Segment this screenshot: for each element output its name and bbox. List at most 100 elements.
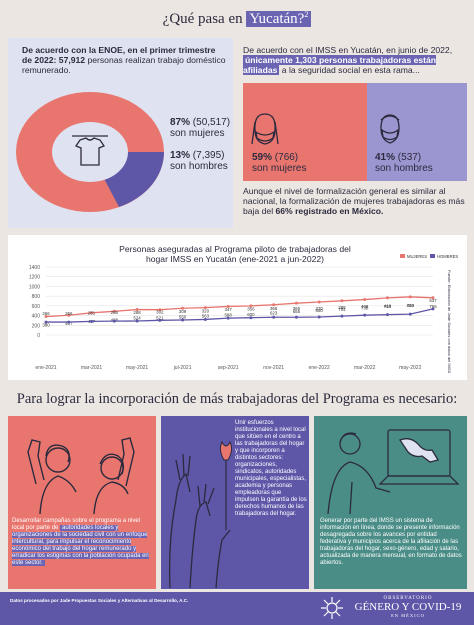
data-point xyxy=(67,320,71,324)
data-point xyxy=(294,315,298,319)
data-point xyxy=(135,308,139,312)
imss-intro-post: a la seguridad social en esta rama... xyxy=(279,65,420,75)
logo-bottom: EN MÉXICO xyxy=(391,613,425,618)
data-label: 320 xyxy=(202,308,210,313)
data-point xyxy=(249,304,253,308)
enoe-women-count: (50,517) xyxy=(192,117,231,128)
data-point xyxy=(363,298,367,302)
data-point xyxy=(431,296,435,300)
flower-icon xyxy=(219,440,233,530)
man-mask-icon xyxy=(380,114,400,144)
legend-swatch xyxy=(400,254,405,258)
enoe-intro-bold: De acuerdo con la ENOE, en el primer tri… xyxy=(22,45,216,65)
data-point xyxy=(249,316,253,320)
enoe-men-pct: 13% xyxy=(170,150,191,161)
logo-top: OBSERVATORIO xyxy=(383,596,433,601)
action-2-text: Unir esfuerzos institucionales a nivel l… xyxy=(235,420,307,517)
series-line-hombres xyxy=(46,308,434,323)
data-label: 266 xyxy=(42,311,50,316)
chart-card xyxy=(8,235,467,380)
data-point xyxy=(408,295,412,299)
imss-women-pct: 59% xyxy=(252,152,273,163)
data-point xyxy=(363,313,367,317)
data-point xyxy=(431,307,435,311)
laptop-map-icon xyxy=(327,429,460,514)
woman-mask-icon xyxy=(251,113,279,145)
data-point xyxy=(408,312,412,316)
data-point xyxy=(44,320,48,324)
imss-note-bold: 66% registrado en México. xyxy=(275,206,384,216)
data-label: 588 xyxy=(224,312,232,317)
data-label: 537 xyxy=(429,298,437,303)
data-point xyxy=(226,316,230,320)
data-label: 550 xyxy=(179,314,187,319)
footer-logo-text: OBSERVATORIO GÉNERO Y COVID-19 EN MÉXICO xyxy=(348,596,468,618)
data-label: 430 xyxy=(407,303,415,308)
data-point xyxy=(340,314,344,318)
data-label: 347 xyxy=(224,307,232,312)
imss-intro-pre: De acuerdo con el IMSS en Yucatán, en ju… xyxy=(243,45,453,55)
donut-hole xyxy=(52,122,128,182)
data-label: 380 xyxy=(42,323,50,328)
data-point xyxy=(67,313,71,317)
data-label: 356 xyxy=(247,307,255,312)
title-highlight: Yucatán?2 xyxy=(246,10,312,27)
enoe-intro: De acuerdo con la ENOE, en el primer tri… xyxy=(22,45,227,75)
data-point xyxy=(226,304,230,308)
data-point xyxy=(340,299,344,303)
enoe-women-stat: 87% (50,517) son mujeres xyxy=(170,117,232,139)
imss-women-box xyxy=(243,83,367,181)
legend-label: MUJERES xyxy=(407,254,427,259)
x-tick-label: mar-2021 xyxy=(81,365,103,371)
chart-source-text: Fuente: Elaboración de Jade Sociales con… xyxy=(447,270,452,374)
section-title: Para lograr la incorporación de más trab… xyxy=(16,391,458,407)
data-label: 370 xyxy=(316,306,324,311)
title-highlight-text: Yucatán? xyxy=(249,11,305,27)
action-1-highlight: autoridades locales y organizaciones de … xyxy=(12,525,149,566)
data-label: 281 xyxy=(88,310,96,315)
enoe-men-label: son hombres xyxy=(170,161,228,172)
enoe-women-pct: 87% xyxy=(170,117,191,128)
data-label: 408 xyxy=(361,304,369,309)
imss-women-stat: 59% (766) son mujeres xyxy=(252,152,362,174)
data-point xyxy=(272,303,276,307)
legend-swatch xyxy=(430,254,435,258)
data-label: 407 xyxy=(65,321,73,326)
data-label: 524 xyxy=(133,316,141,321)
chart-source: Fuente: Elaboración de Jade Sociales con… xyxy=(447,270,458,373)
legend-label: HOMBRES xyxy=(437,254,458,259)
y-tick-label: 800 xyxy=(32,294,41,300)
y-tick-label: 1000 xyxy=(29,284,40,290)
data-point xyxy=(90,311,94,315)
data-label: 419 xyxy=(384,304,392,309)
data-label: 288 xyxy=(133,310,141,315)
series-line-mujeres xyxy=(45,296,434,318)
data-label: 704 xyxy=(338,307,346,312)
data-label: 680 xyxy=(316,308,324,313)
x-tick-label: ene-2022 xyxy=(309,365,330,371)
x-tick-label: jul-2021 xyxy=(173,365,192,371)
data-label: 266 xyxy=(65,311,73,316)
data-point xyxy=(90,319,94,323)
imss-women-count: (766) xyxy=(274,152,299,163)
y-tick-label: 0 xyxy=(37,333,40,339)
y-tick-label: 400 xyxy=(32,314,41,320)
data-point xyxy=(203,317,207,321)
x-tick-label: sep-2021 xyxy=(218,365,239,371)
enoe-men-count: (7,395) xyxy=(192,150,225,161)
data-point xyxy=(317,300,321,304)
data-label: 563 xyxy=(202,314,210,319)
imss-men-stat: 41% (537) son hombres xyxy=(375,152,465,174)
chart-title: Personas aseguradas al Programa piloto d… xyxy=(119,244,351,264)
data-point xyxy=(112,319,116,323)
data-point xyxy=(44,315,48,319)
x-tick-label: ene-2021 xyxy=(35,365,56,371)
title-footnote: 2 xyxy=(304,10,309,19)
x-tick-label: may-2021 xyxy=(126,365,148,371)
imss-men-count: (537) xyxy=(397,152,422,163)
data-label: 388 xyxy=(338,305,346,310)
data-label: 655 xyxy=(293,309,301,314)
data-point xyxy=(181,318,185,322)
imss-women-label: son mujeres xyxy=(252,163,307,174)
data-label: 285 xyxy=(111,310,119,315)
